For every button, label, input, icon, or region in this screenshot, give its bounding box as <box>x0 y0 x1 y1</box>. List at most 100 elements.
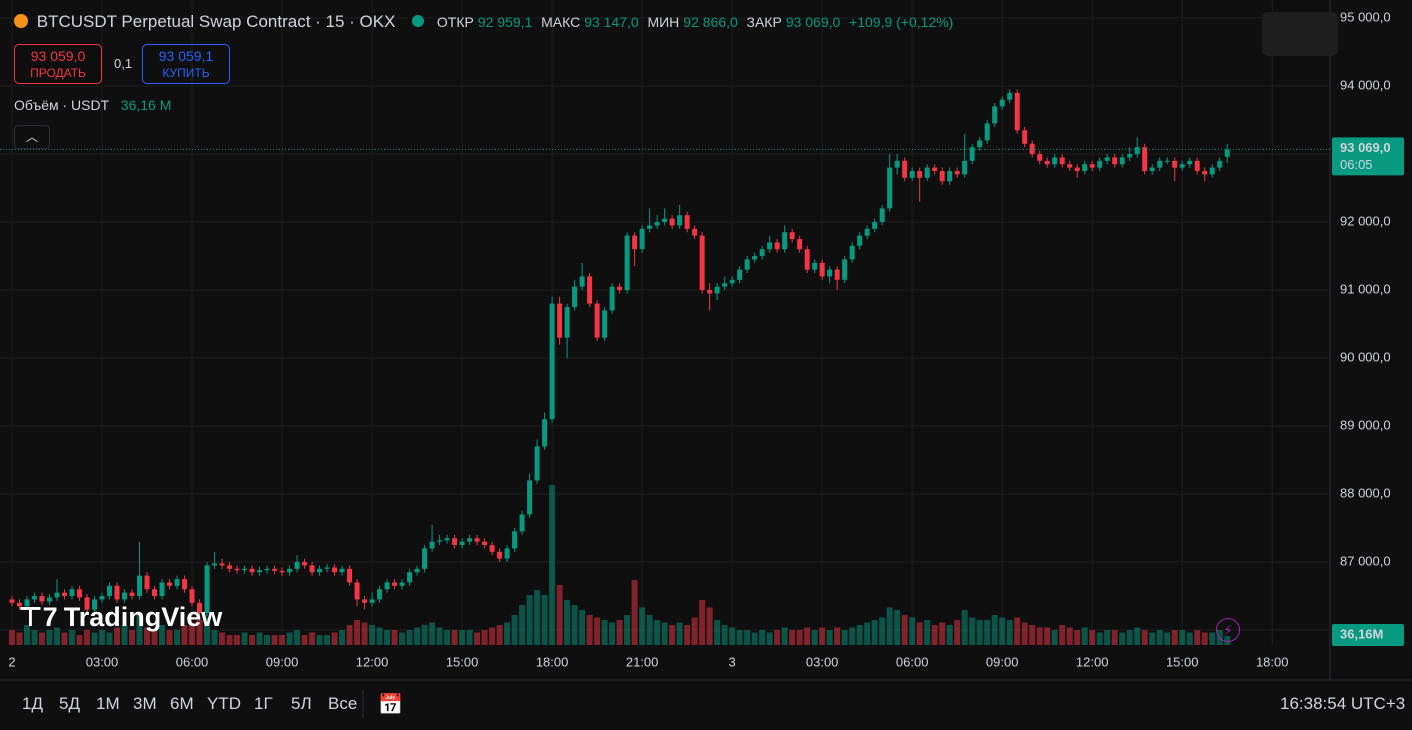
volume-bar <box>714 620 721 645</box>
volume-bar <box>1014 617 1021 645</box>
low-label: МИН <box>647 14 680 30</box>
volume-value: 36,16 M <box>120 97 172 113</box>
volume-title: Объём · USDT <box>14 97 109 113</box>
candle-body <box>744 259 750 270</box>
candle-body <box>864 228 870 236</box>
volume-bar <box>684 625 691 645</box>
volume-bar <box>631 580 638 645</box>
volume-bar <box>954 620 961 645</box>
volume-bar <box>294 630 301 645</box>
range-button[interactable]: 1Г <box>254 694 273 713</box>
volume-bar <box>361 622 368 645</box>
candle-body <box>909 171 915 178</box>
candle-body <box>887 167 893 209</box>
candle-body <box>227 565 233 569</box>
date-range-icon[interactable]: 📅 <box>378 694 403 716</box>
volume-bar <box>541 595 548 645</box>
volume-bar <box>1194 630 1201 645</box>
x-tick-label: 18:00 <box>536 654 569 669</box>
volume-bar <box>369 625 376 645</box>
volume-bar <box>774 630 781 645</box>
candle-body <box>1082 164 1088 172</box>
candle-body <box>309 565 315 573</box>
volume-bar <box>766 632 773 645</box>
volume-bar <box>1036 627 1043 645</box>
volume-bar <box>1096 632 1103 645</box>
volume-bar <box>181 625 188 645</box>
range-button[interactable]: 1М <box>96 694 120 713</box>
volume-bar <box>646 615 653 645</box>
volume-bar <box>864 622 871 645</box>
volume-bar <box>526 595 533 645</box>
volume-bar <box>504 622 511 645</box>
candle-body <box>257 570 263 573</box>
candle-body <box>279 570 285 573</box>
range-button[interactable]: YTD <box>207 694 241 713</box>
volume-bar <box>249 635 256 645</box>
volume-bar <box>286 632 293 645</box>
candle-body <box>99 596 105 600</box>
candle-body <box>1022 130 1028 144</box>
volume-bar <box>256 632 263 645</box>
candle-body <box>77 589 83 598</box>
candle-body <box>17 602 23 607</box>
sell-price: 93 059,0 <box>30 48 86 64</box>
volume-bar <box>1186 632 1193 645</box>
candle-body <box>557 303 563 338</box>
volume-bar <box>174 630 181 645</box>
volume-bar <box>729 627 736 645</box>
drawing-widget[interactable] <box>1262 12 1338 56</box>
candle-body <box>1142 147 1148 172</box>
clock: 16:38:54 UTC+3 <box>1280 694 1406 713</box>
candle-body <box>947 171 953 182</box>
range-button[interactable]: 5Л <box>291 694 312 713</box>
candle-body <box>339 568 345 573</box>
candle-body <box>497 551 503 559</box>
open-value: 92 959,1 <box>477 14 533 30</box>
volume-bar <box>429 622 436 645</box>
price-tag <box>1332 137 1404 176</box>
candle-body <box>167 582 173 586</box>
volume-bar <box>309 632 316 645</box>
x-tick-label: 21:00 <box>626 654 659 669</box>
range-button[interactable]: Все <box>328 694 358 713</box>
volume-bar <box>399 632 406 645</box>
candle-body <box>219 563 225 566</box>
candle-body <box>422 548 428 569</box>
range-button[interactable]: 6М <box>170 694 194 713</box>
volume-bar <box>871 620 878 645</box>
candle-body <box>512 531 518 549</box>
range-button[interactable]: 1Д <box>22 694 43 713</box>
candle-body <box>204 565 210 614</box>
candle-body <box>1112 157 1118 165</box>
buy-button[interactable]: 93 059,1 КУПИТЬ <box>142 44 230 84</box>
volume-bar <box>549 485 556 645</box>
sell-button[interactable]: 93 059,0 ПРОДАТЬ <box>14 44 102 84</box>
candle-body <box>362 599 368 603</box>
y-tick-label: 89 000,0 <box>1340 417 1391 432</box>
volume-bar <box>241 632 248 645</box>
collapse-button[interactable]: ︿ <box>14 125 50 149</box>
candle-body <box>114 585 120 600</box>
candle-body <box>47 597 53 602</box>
candle-body <box>1202 171 1208 175</box>
x-tick-label: 09:00 <box>986 654 1019 669</box>
volume-bar <box>856 625 863 645</box>
candle-body <box>834 269 840 280</box>
volume-bar <box>639 607 646 645</box>
candle-body <box>714 286 720 294</box>
candle-body <box>789 232 795 240</box>
alert-icon[interactable]: ⚡ <box>1216 618 1240 642</box>
range-button[interactable]: 5Д <box>59 694 80 713</box>
candle-body <box>617 286 623 291</box>
volume-bar <box>474 632 481 645</box>
x-tick-label: 03:00 <box>806 654 839 669</box>
candle-body <box>249 568 255 573</box>
x-tick-label: 3 <box>729 654 736 669</box>
range-button[interactable]: 3М <box>133 694 157 713</box>
candle-body <box>602 310 608 338</box>
volume-bar <box>406 630 413 645</box>
candle-body <box>197 602 203 614</box>
volume-bar <box>894 610 901 645</box>
